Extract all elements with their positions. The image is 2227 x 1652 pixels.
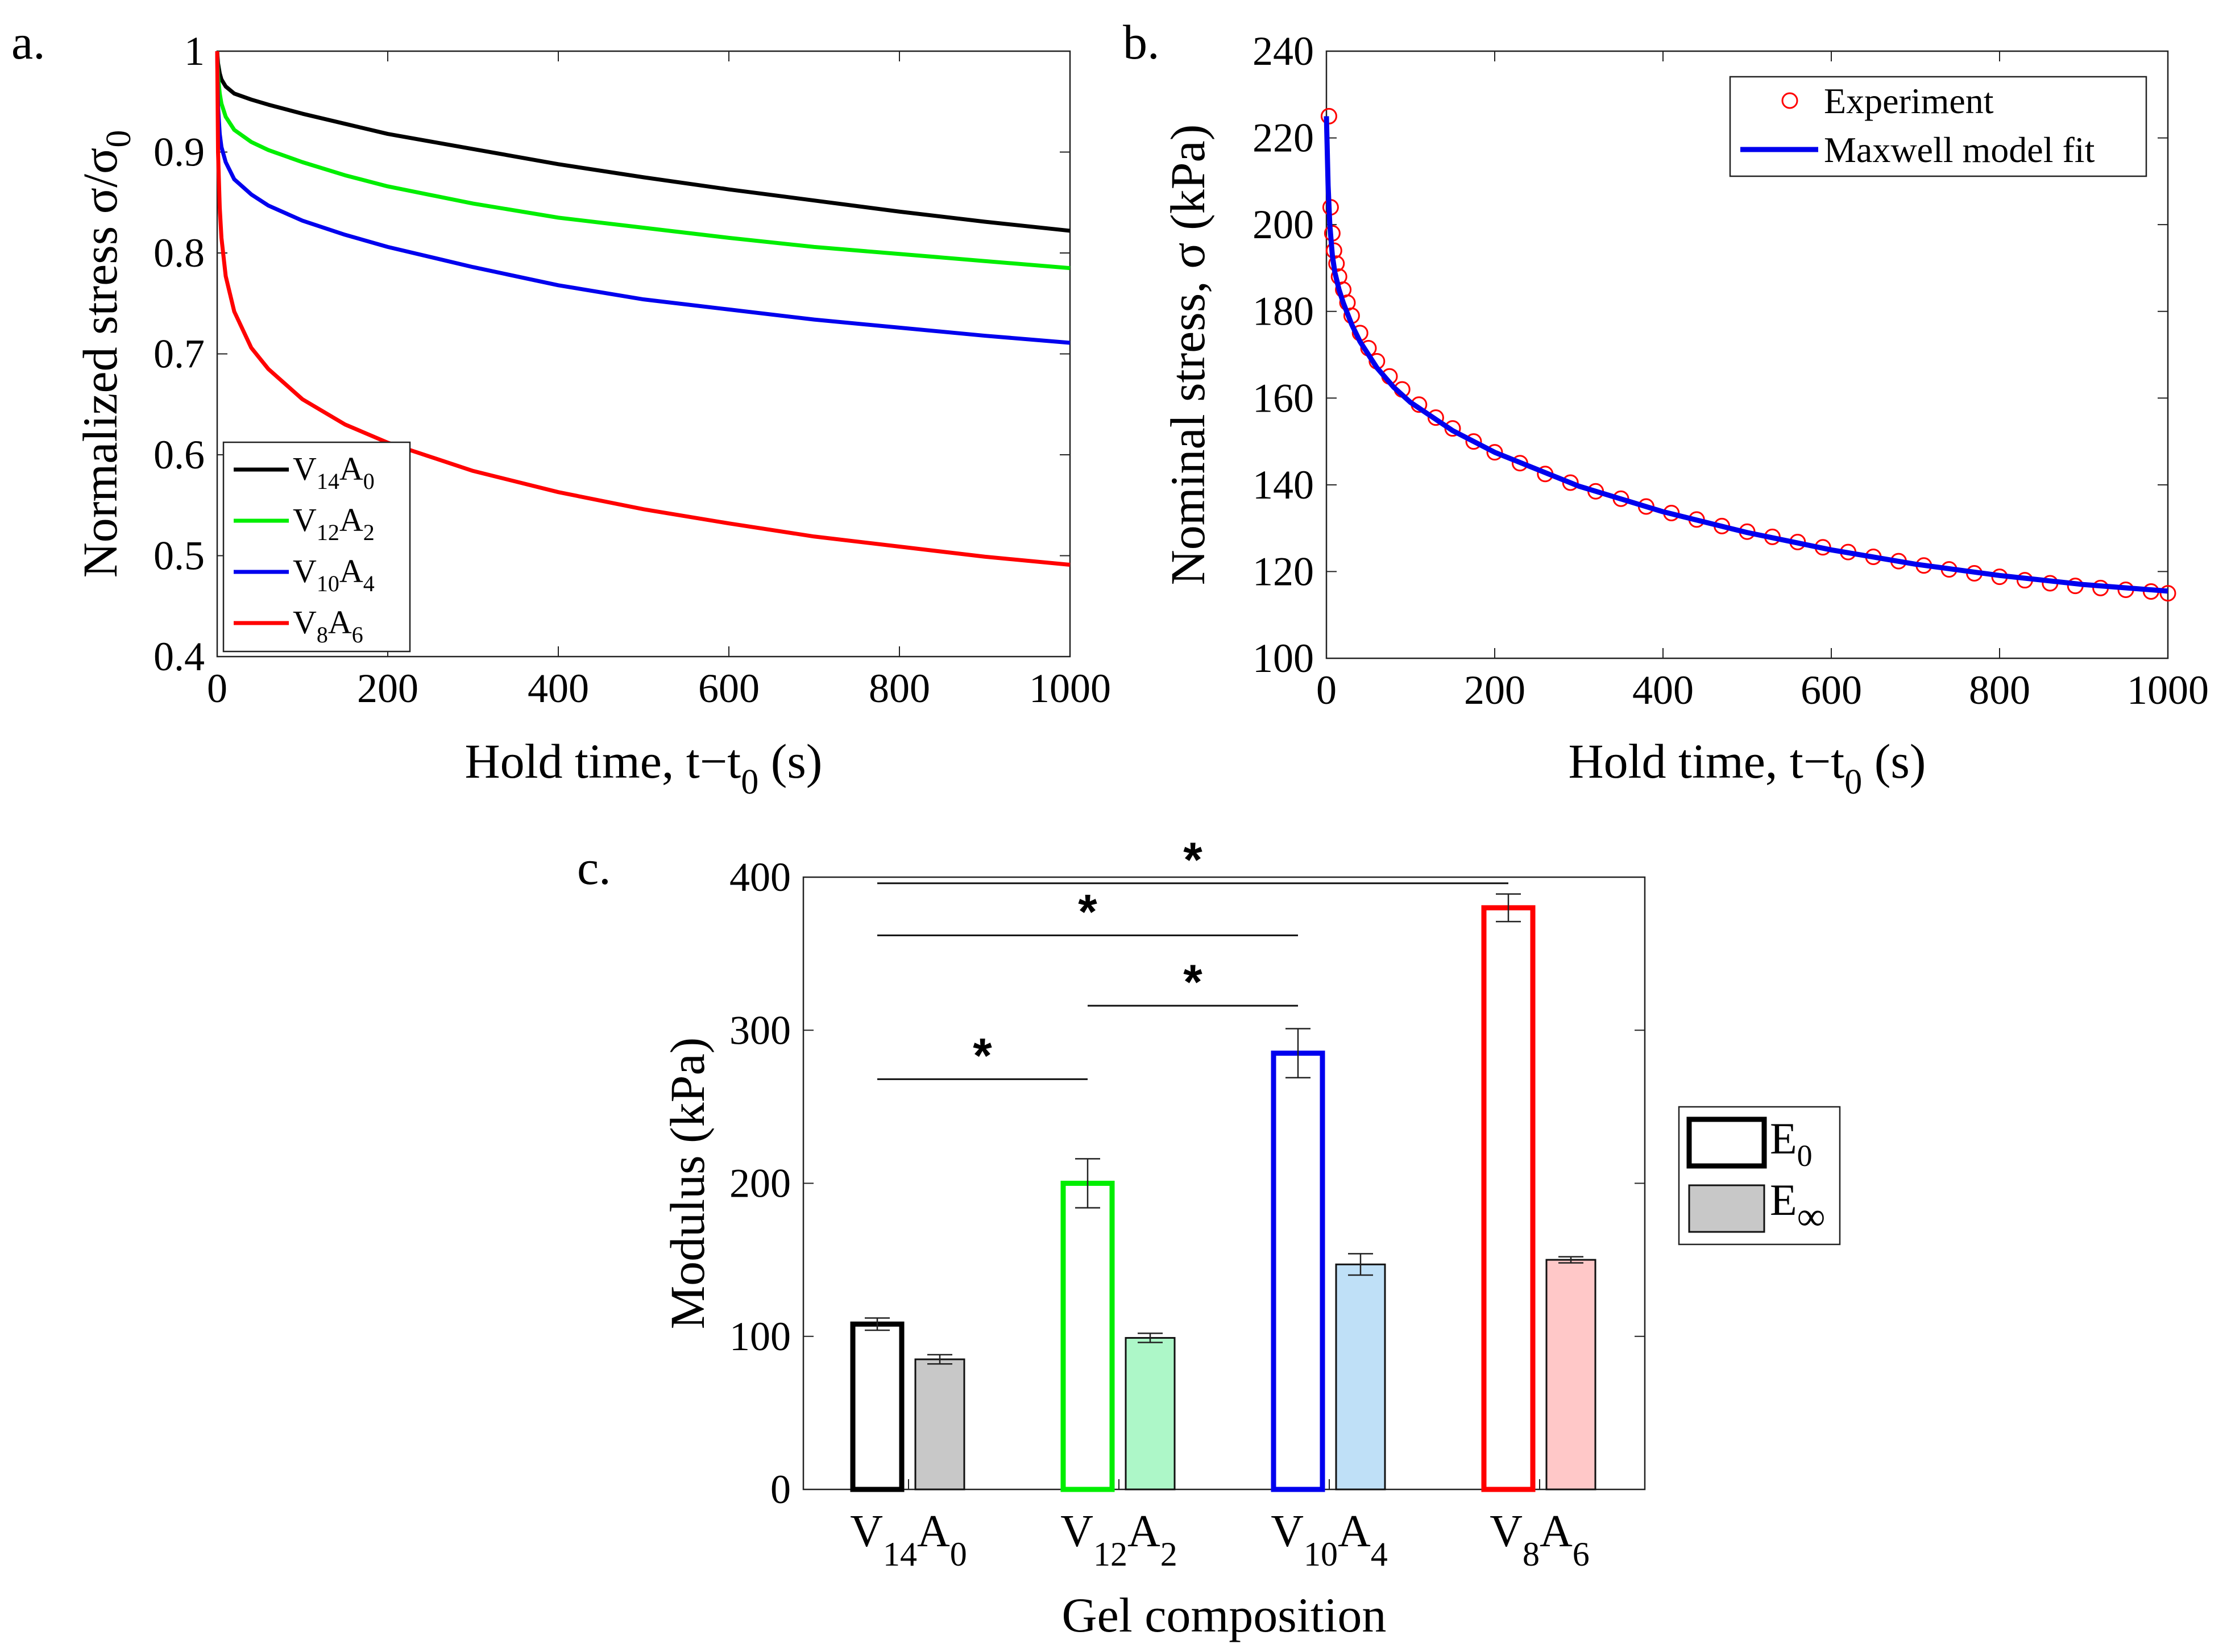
y-tick-label: 220 [1253, 115, 1314, 161]
x-tick-label: 600 [698, 666, 760, 711]
y-tick-label: 1 [184, 28, 205, 74]
x-tick-label: 1000 [2127, 667, 2209, 713]
y-tick-label: 0.6 [154, 432, 205, 478]
chart-a: 0 200 400 600 800 1000 0.4 0.5 0.6 0.7 0.8 0.9 1 Hold… [73, 28, 1111, 802]
legend-experiment-label: Experiment [1824, 81, 1994, 121]
bar-Einf-V10A4 [1335, 1263, 1386, 1491]
bar-Einf-V14A0 [914, 1358, 965, 1491]
y-tick-label: 140 [1253, 462, 1314, 508]
y-tick-label: 100 [1253, 636, 1314, 681]
x-tick-label: 600 [1801, 667, 1862, 713]
legend-experiment-marker [1781, 92, 1798, 109]
bar-Einf-V12A2 [1125, 1336, 1176, 1491]
x-tick-label: 200 [357, 666, 418, 711]
y-tick-label: 0.9 [154, 130, 205, 175]
x-tick-label: 0 [1316, 667, 1337, 713]
legend-label-V8A6: V8A6 [293, 604, 363, 647]
y-tick-label: 120 [1253, 549, 1314, 594]
x-axis-label: Gel composition [1062, 1588, 1387, 1642]
x-axis-label: Hold time, t−t0 (s) [1569, 734, 1926, 802]
x-tick-label: 400 [1632, 667, 1694, 713]
category-label-V12A2: V12A2 [1060, 1506, 1177, 1573]
series-line-V8A6 [215, 51, 1071, 567]
bar-E0-V10A4 [1271, 1051, 1325, 1492]
y-tick-label: 0.7 [154, 331, 205, 377]
series-line-V12A2 [215, 51, 1071, 271]
x-tick-label: 0 [207, 666, 227, 711]
legend-label-V14A0: V14A0 [293, 450, 375, 494]
legend-box [222, 441, 411, 653]
experiment-point [2159, 585, 2176, 602]
series-line-V10A4 [215, 51, 1071, 345]
legend-Einf-label: E∞ [1770, 1175, 1826, 1239]
series-line-V14A0 [215, 51, 1071, 233]
legend-fit-label: Maxwell model fit [1824, 130, 2095, 170]
y-axis-label: Nominal stress, σ (kPa) [1160, 124, 1215, 586]
legend-E0-swatch [1686, 1116, 1767, 1169]
legend-label-V12A2: V12A2 [293, 501, 375, 545]
y-tick-label: 200 [729, 1161, 791, 1206]
legend-E0-label: E0 [1770, 1114, 1813, 1173]
x-tick-label: 1000 [1029, 666, 1111, 711]
experiment-point [1427, 409, 1444, 426]
significance-star: * [973, 1028, 992, 1083]
y-tick-label: 300 [729, 1007, 791, 1053]
y-tick-label: 160 [1253, 375, 1314, 421]
panel-label-a: a. [11, 15, 45, 69]
y-axis-label: Modulus (kPa) [660, 1037, 715, 1330]
y-tick-label: 100 [729, 1314, 791, 1359]
y-tick-label: 0.4 [154, 634, 205, 679]
experiment-point [1562, 474, 1579, 491]
significance-star: * [1078, 885, 1097, 939]
legend-Einf-swatch [1688, 1184, 1765, 1233]
legend-box [1729, 76, 2147, 177]
x-axis-label: Hold time, t−t0 (s) [465, 734, 823, 802]
y-tick-label: 0 [770, 1467, 791, 1512]
y-tick-label: 400 [729, 854, 791, 900]
category-label-V14A0: V14A0 [850, 1506, 967, 1573]
y-tick-label: 200 [1253, 202, 1314, 247]
x-tick-label: 400 [528, 666, 589, 711]
legend-label-V10A4: V10A4 [293, 553, 375, 596]
y-tick-label: 0.8 [154, 230, 205, 276]
significance-star: * [1183, 955, 1202, 1010]
chart-b: 0 200 400 600 800 1000 100 120 140 160 180 200 220 24… [1160, 28, 2209, 802]
fit-line [1324, 116, 2168, 594]
y-tick-label: 0.5 [154, 533, 205, 579]
bar-Einf-V8A6 [1545, 1259, 1596, 1491]
y-tick-label: 240 [1253, 28, 1314, 74]
panel-label-c: c. [577, 840, 611, 895]
y-axis-label: Normalized stress σ/σ0 [73, 130, 138, 578]
bar-E0-V8A6 [1481, 905, 1536, 1492]
chart-c: 0 100 200 300 400 V14A0 V12A2 V10A4 V8A6 * * * * Gel … [660, 833, 1841, 1642]
significance-star: * [1183, 833, 1202, 887]
experiment-point [1465, 433, 1482, 450]
experiment-point [1486, 444, 1503, 461]
y-tick-label: 180 [1253, 289, 1314, 334]
x-tick-label: 800 [869, 666, 930, 711]
bar-E0-V14A0 [850, 1321, 905, 1492]
plot-frame [1325, 50, 2169, 659]
category-label-V10A4: V10A4 [1271, 1506, 1388, 1573]
bar-E0-V12A2 [1060, 1181, 1115, 1492]
panel-label-b: b. [1123, 15, 1160, 69]
x-tick-label: 800 [1969, 667, 2030, 713]
x-tick-label: 200 [1464, 667, 1525, 713]
category-label-V8A6: V8A6 [1490, 1506, 1590, 1573]
